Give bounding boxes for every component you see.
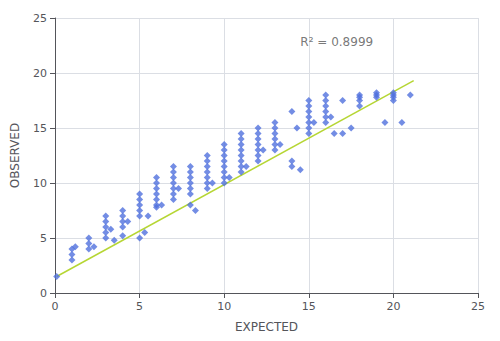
svg-text:15: 15	[33, 122, 47, 135]
svg-text:0: 0	[40, 287, 47, 300]
svg-text:5: 5	[136, 300, 143, 313]
svg-text:5: 5	[40, 232, 47, 245]
svg-text:R² = 0.8999: R² = 0.8999	[300, 35, 373, 49]
svg-text:25: 25	[471, 300, 485, 313]
svg-text:25: 25	[33, 12, 47, 25]
svg-text:0: 0	[52, 300, 59, 313]
svg-text:10: 10	[217, 300, 231, 313]
svg-text:EXPECTED: EXPECTED	[235, 320, 298, 334]
svg-text:10: 10	[33, 177, 47, 190]
svg-text:20: 20	[386, 300, 400, 313]
svg-text:20: 20	[33, 67, 47, 80]
svg-text:15: 15	[302, 300, 316, 313]
svg-text:OBSERVED: OBSERVED	[8, 123, 22, 188]
